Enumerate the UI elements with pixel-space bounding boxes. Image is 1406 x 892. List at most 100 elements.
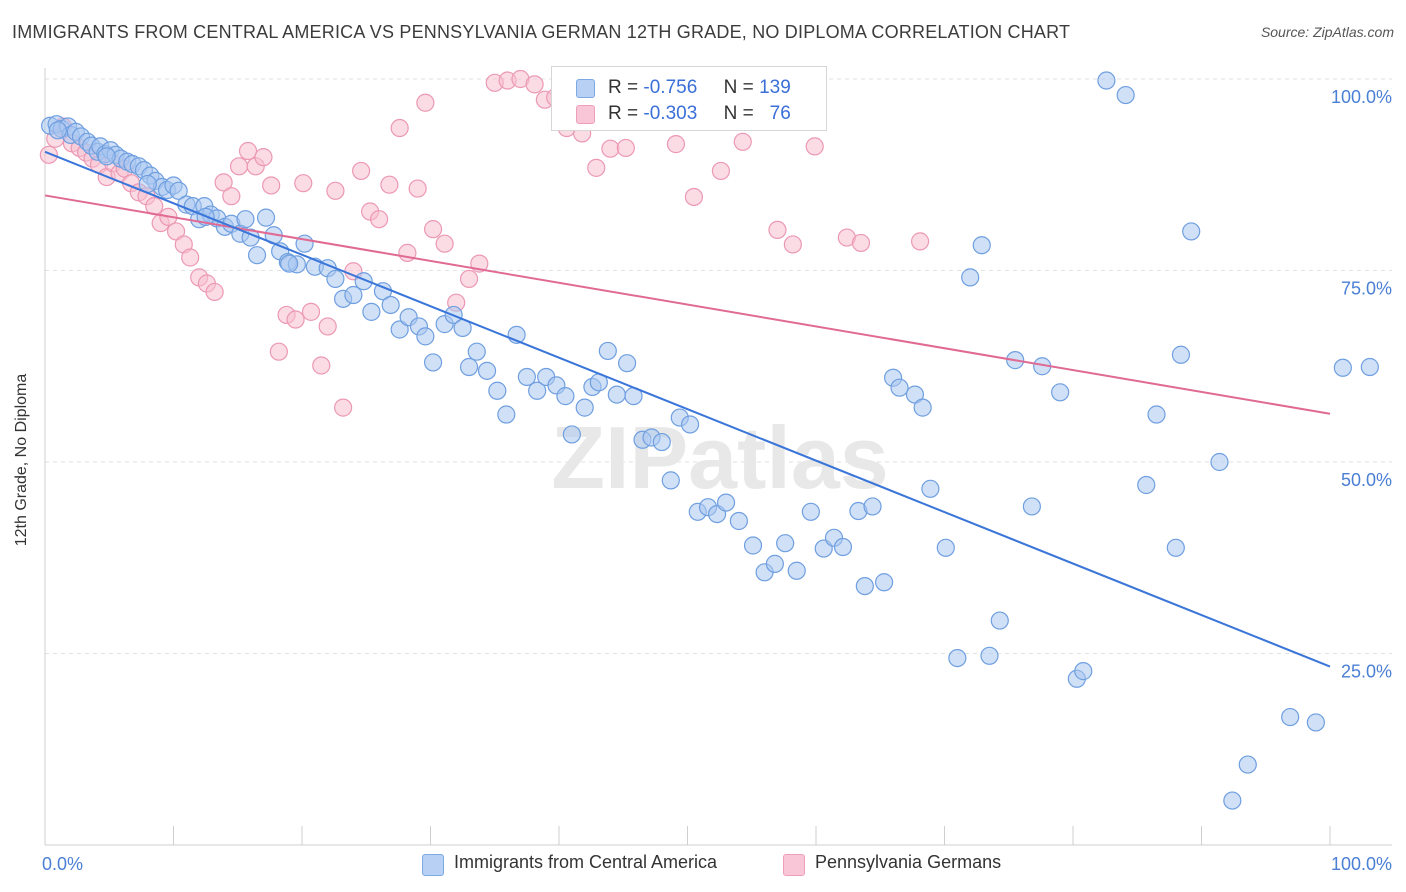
pennsylvania-germans-point xyxy=(805,137,824,156)
central-america-point xyxy=(528,381,547,400)
pennsylvania-germans-point xyxy=(768,220,787,240)
pennsylvania-germans-point xyxy=(229,157,249,176)
central-america-point xyxy=(1306,713,1325,732)
central-america-point xyxy=(477,361,497,380)
r-value: -0.756 xyxy=(643,77,698,98)
tick-labels: 25.0% 50.0% 75.0% 100.0% 0.0% 100.0% xyxy=(42,87,1392,874)
central-america-point xyxy=(833,537,853,557)
central-america-point xyxy=(169,181,188,200)
r-label: R = xyxy=(608,77,639,98)
central-america-point xyxy=(517,367,536,387)
pennsylvania-germans-point xyxy=(262,176,281,195)
pennsylvania-germans-point xyxy=(711,161,731,181)
central-america-point xyxy=(1074,662,1093,681)
blue-swatch xyxy=(576,79,595,98)
central-america-point xyxy=(863,497,882,516)
y-tick-label: 75.0% xyxy=(1341,279,1392,299)
pennsylvania-germans-point xyxy=(910,232,930,251)
x-tick-label-min: 0.0% xyxy=(42,854,83,874)
pennsylvania-germans-point xyxy=(205,282,224,302)
pennsylvania-germans-point xyxy=(390,118,409,138)
pennsylvania-germans-point xyxy=(352,161,371,181)
central-america-point xyxy=(1147,405,1166,424)
central-america-point xyxy=(801,502,820,521)
central-america-point xyxy=(459,357,479,377)
pennsylvania-germans-trend-line xyxy=(44,194,1331,415)
pennsylvania-germans-point xyxy=(181,248,200,267)
central-america-point xyxy=(652,432,671,452)
pennsylvania-germans-point xyxy=(286,310,305,329)
pink-swatch xyxy=(783,854,805,876)
central-america-point xyxy=(1022,497,1041,516)
central-america-point xyxy=(1360,357,1379,377)
pennsylvania-germans-point xyxy=(39,145,58,164)
central-america-point xyxy=(1182,222,1201,241)
y-tick-label: 50.0% xyxy=(1341,470,1392,490)
watermark: ZIPatlas xyxy=(551,408,888,507)
central-america-point xyxy=(618,354,637,373)
pennsylvania-germans-point xyxy=(370,210,389,229)
pennsylvania-germans-point xyxy=(416,93,435,112)
central-america-points xyxy=(41,71,1379,810)
central-america-point xyxy=(1166,538,1185,557)
pennsylvania-germans-point xyxy=(423,220,443,239)
central-america-point xyxy=(716,493,736,512)
central-america-point xyxy=(776,534,795,553)
chart-title: IMMIGRANTS FROM CENTRAL AMERICA VS PENNS… xyxy=(12,22,1071,42)
central-america-point xyxy=(575,398,594,417)
central-america-point xyxy=(1333,358,1352,377)
central-america-point xyxy=(765,554,784,573)
pink-swatch xyxy=(576,105,595,124)
central-america-point xyxy=(743,536,763,555)
central-america-point xyxy=(256,208,276,227)
central-america-point xyxy=(97,147,116,166)
pennsylvania-germans-point xyxy=(294,174,313,193)
pennsylvania-germans-point xyxy=(601,139,620,158)
central-america-point xyxy=(961,268,980,287)
central-america-point xyxy=(488,381,507,400)
central-america-point xyxy=(562,425,581,444)
central-america-point xyxy=(875,573,894,592)
central-america-point xyxy=(416,327,435,346)
pennsylvania-germans-point xyxy=(334,398,353,417)
central-america-point xyxy=(1097,71,1116,90)
central-america-point xyxy=(1171,345,1191,364)
pennsylvania-germans-point xyxy=(238,141,258,161)
legend-stat-text: R = -0.756 N = 139 xyxy=(608,77,791,99)
central-america-point xyxy=(607,385,626,404)
pennsylvania-germans-point xyxy=(684,187,704,207)
pennsylvania-germans-point xyxy=(525,75,544,94)
central-america-point xyxy=(936,538,955,557)
pennsylvania-germans-point xyxy=(616,138,635,158)
central-america-point xyxy=(423,353,443,372)
n-value: 139 xyxy=(759,77,791,98)
pennsylvania-germans-point xyxy=(435,234,454,253)
pennsylvania-germans-point xyxy=(254,148,273,167)
central-america-point xyxy=(948,648,967,668)
central-america-point xyxy=(1116,85,1135,105)
pennsylvania-germans-point xyxy=(783,235,802,254)
central-america-point xyxy=(1051,383,1070,402)
central-america-point xyxy=(921,479,940,498)
r-value: -0.303 xyxy=(643,103,698,124)
pennsylvania-germans-point xyxy=(312,356,331,375)
trend-lines xyxy=(44,150,1331,668)
central-america-point xyxy=(381,295,400,315)
central-america-point xyxy=(913,398,932,417)
pennsylvania-germans-point xyxy=(301,302,321,321)
central-america-trend-line xyxy=(44,150,1331,668)
central-america-point xyxy=(661,471,680,490)
n-value: 76 xyxy=(769,103,791,124)
central-america-point xyxy=(787,561,806,580)
legend-label: Pennsylvania Germans xyxy=(815,852,1002,872)
central-america-point xyxy=(390,320,409,339)
central-america-point xyxy=(1281,707,1300,727)
central-america-point xyxy=(1210,452,1229,472)
x-tick-label-max: 100.0% xyxy=(1331,854,1392,874)
pennsylvania-germans-point xyxy=(587,158,606,177)
central-america-point xyxy=(362,302,381,321)
central-america-point xyxy=(1238,755,1257,774)
blue-swatch xyxy=(422,854,444,876)
pennsylvania-germans-point xyxy=(380,175,399,194)
